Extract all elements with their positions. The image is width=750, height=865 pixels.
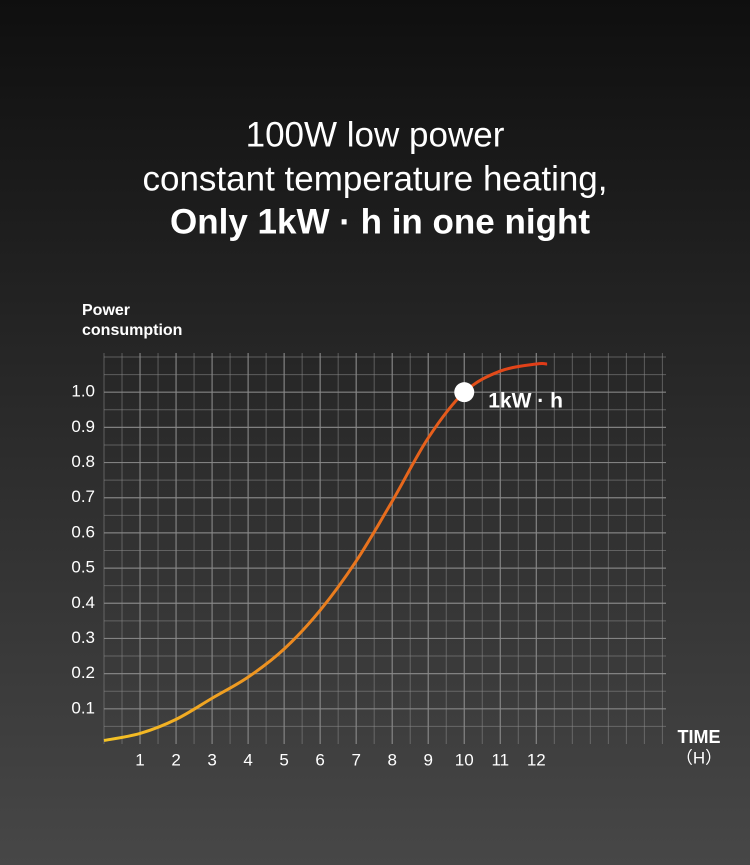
title-line: constant temperature heating, xyxy=(142,159,607,198)
x-tick-label: 1 xyxy=(135,750,144,769)
x-axis-label: （H） xyxy=(676,748,722,767)
y-tick-label: 0.1 xyxy=(71,698,95,717)
y-tick-label: 0.7 xyxy=(71,487,95,506)
y-tick-label: 0.3 xyxy=(71,628,95,647)
x-tick-label: 10 xyxy=(455,750,474,769)
x-tick-label: 7 xyxy=(351,750,360,769)
y-tick-label: 1.0 xyxy=(71,382,95,401)
x-tick-label: 12 xyxy=(527,750,546,769)
y-tick-label: 0.8 xyxy=(71,452,95,471)
data-line xyxy=(103,362,548,742)
x-axis-label: TIME xyxy=(678,727,721,747)
annotation-point xyxy=(454,382,475,403)
x-tick-label: 3 xyxy=(207,750,216,769)
x-tick-label: 11 xyxy=(491,750,509,769)
x-tick-label: 8 xyxy=(387,750,396,769)
x-tick-label: 5 xyxy=(279,750,288,769)
y-tick-label: 0.4 xyxy=(71,593,95,612)
x-tick-label: 9 xyxy=(423,750,432,769)
title-line: 100W low power xyxy=(246,115,505,154)
y-axis-label: consumption xyxy=(82,322,182,339)
y-axis-label: Power xyxy=(82,302,130,319)
title-line: Only 1kW · h in one night xyxy=(170,202,590,241)
y-tick-label: 0.5 xyxy=(71,558,95,577)
y-tick-label: 0.2 xyxy=(71,663,95,682)
y-tick-label: 0.9 xyxy=(71,417,95,436)
x-tick-label: 6 xyxy=(315,750,324,769)
x-tick-label: 2 xyxy=(171,750,180,769)
x-tick-label: 4 xyxy=(243,750,252,769)
annotation-label: 1kW · h xyxy=(488,390,563,413)
y-tick-label: 0.6 xyxy=(71,522,95,541)
